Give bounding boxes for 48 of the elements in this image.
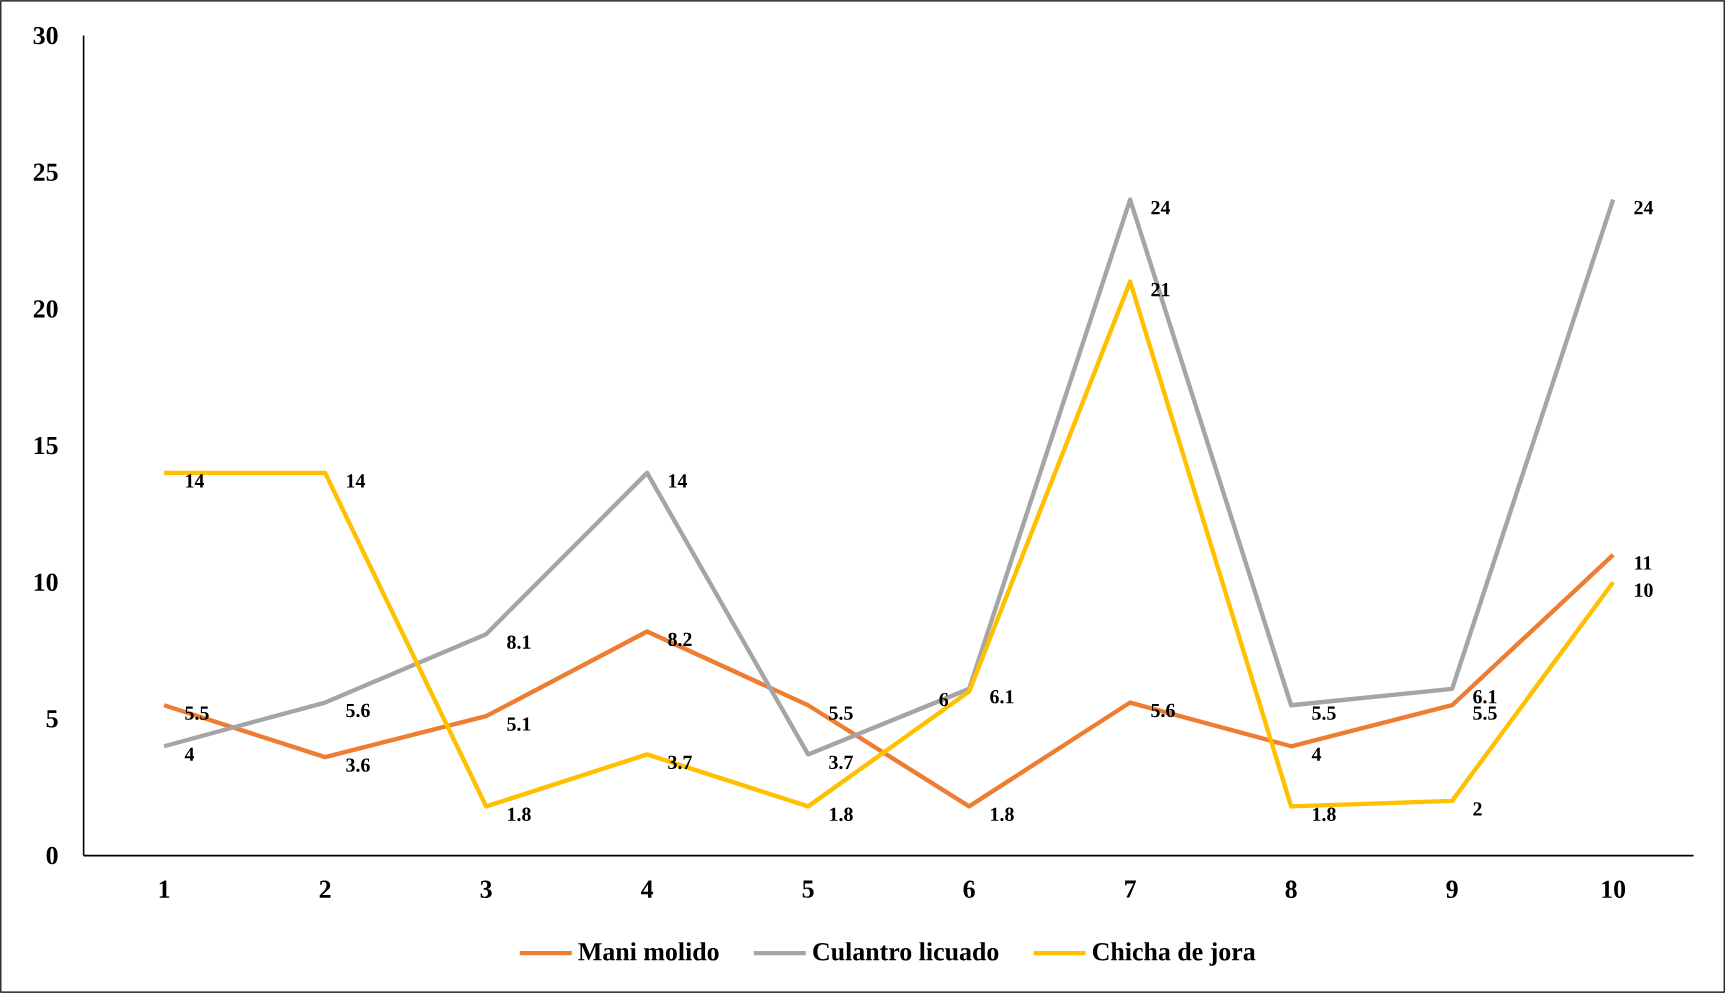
y-tick-label: 30: [33, 26, 58, 45]
data-label: 14: [186, 474, 205, 488]
x-tick-label: 6: [963, 880, 975, 899]
x-tick-label: 9: [1446, 880, 1458, 899]
legend-label: Culantro licuado: [813, 942, 999, 961]
data-label: 5.5: [829, 706, 853, 720]
y-tick-label: 20: [33, 300, 58, 318]
data-label: 5.5: [1312, 706, 1336, 720]
data-label: 14: [669, 474, 688, 488]
data-label: 11: [1635, 556, 1652, 570]
x-tick-label: 8: [1285, 880, 1297, 899]
data-label: 3.7: [829, 755, 853, 770]
data-label: 2: [1473, 802, 1482, 816]
data-label: 6.1: [1473, 690, 1497, 704]
y-tick-label: 25: [33, 163, 58, 181]
legend-label: Mani molido: [578, 942, 719, 961]
data-label: 5.1: [507, 717, 531, 731]
data-label: 24: [1151, 200, 1171, 215]
data-label: 4: [1311, 747, 1322, 761]
data-label: 1.8: [1313, 807, 1336, 822]
data-label: 24: [1634, 200, 1654, 215]
data-label: 10: [1635, 583, 1653, 597]
y-tick-label: 15: [34, 436, 58, 455]
data-label: 3.6: [346, 758, 370, 772]
x-tick-label: 4: [640, 880, 654, 898]
data-label: 14: [347, 474, 366, 488]
legend-label: Chicha de jora: [1092, 942, 1256, 966]
x-tick-label: 2: [319, 880, 331, 898]
data-label: 21: [1151, 282, 1170, 297]
data-label: 5.6: [1151, 703, 1175, 718]
data-label: 6: [939, 692, 949, 707]
y-tick-label: 0: [46, 846, 58, 865]
data-label: 4: [184, 747, 195, 761]
data-label: 1.8: [508, 807, 531, 822]
x-tick-label: 1: [159, 880, 170, 898]
x-tick-label: 10: [1602, 880, 1626, 899]
x-tick-label: 5: [802, 880, 814, 898]
y-tick-label: 5: [46, 710, 58, 728]
x-tick-label: 3: [480, 880, 492, 899]
data-label: 5.6: [346, 703, 370, 718]
data-label: 6.1: [990, 690, 1014, 704]
data-label: 8.2: [668, 632, 692, 647]
data-label: 5.5: [1473, 706, 1497, 720]
data-label: 1.8: [830, 807, 853, 822]
x-tick-label: 7: [1125, 880, 1136, 898]
data-label: 1.8: [991, 807, 1014, 822]
data-label: 8.1: [507, 635, 531, 649]
y-tick-label: 10: [34, 573, 58, 591]
